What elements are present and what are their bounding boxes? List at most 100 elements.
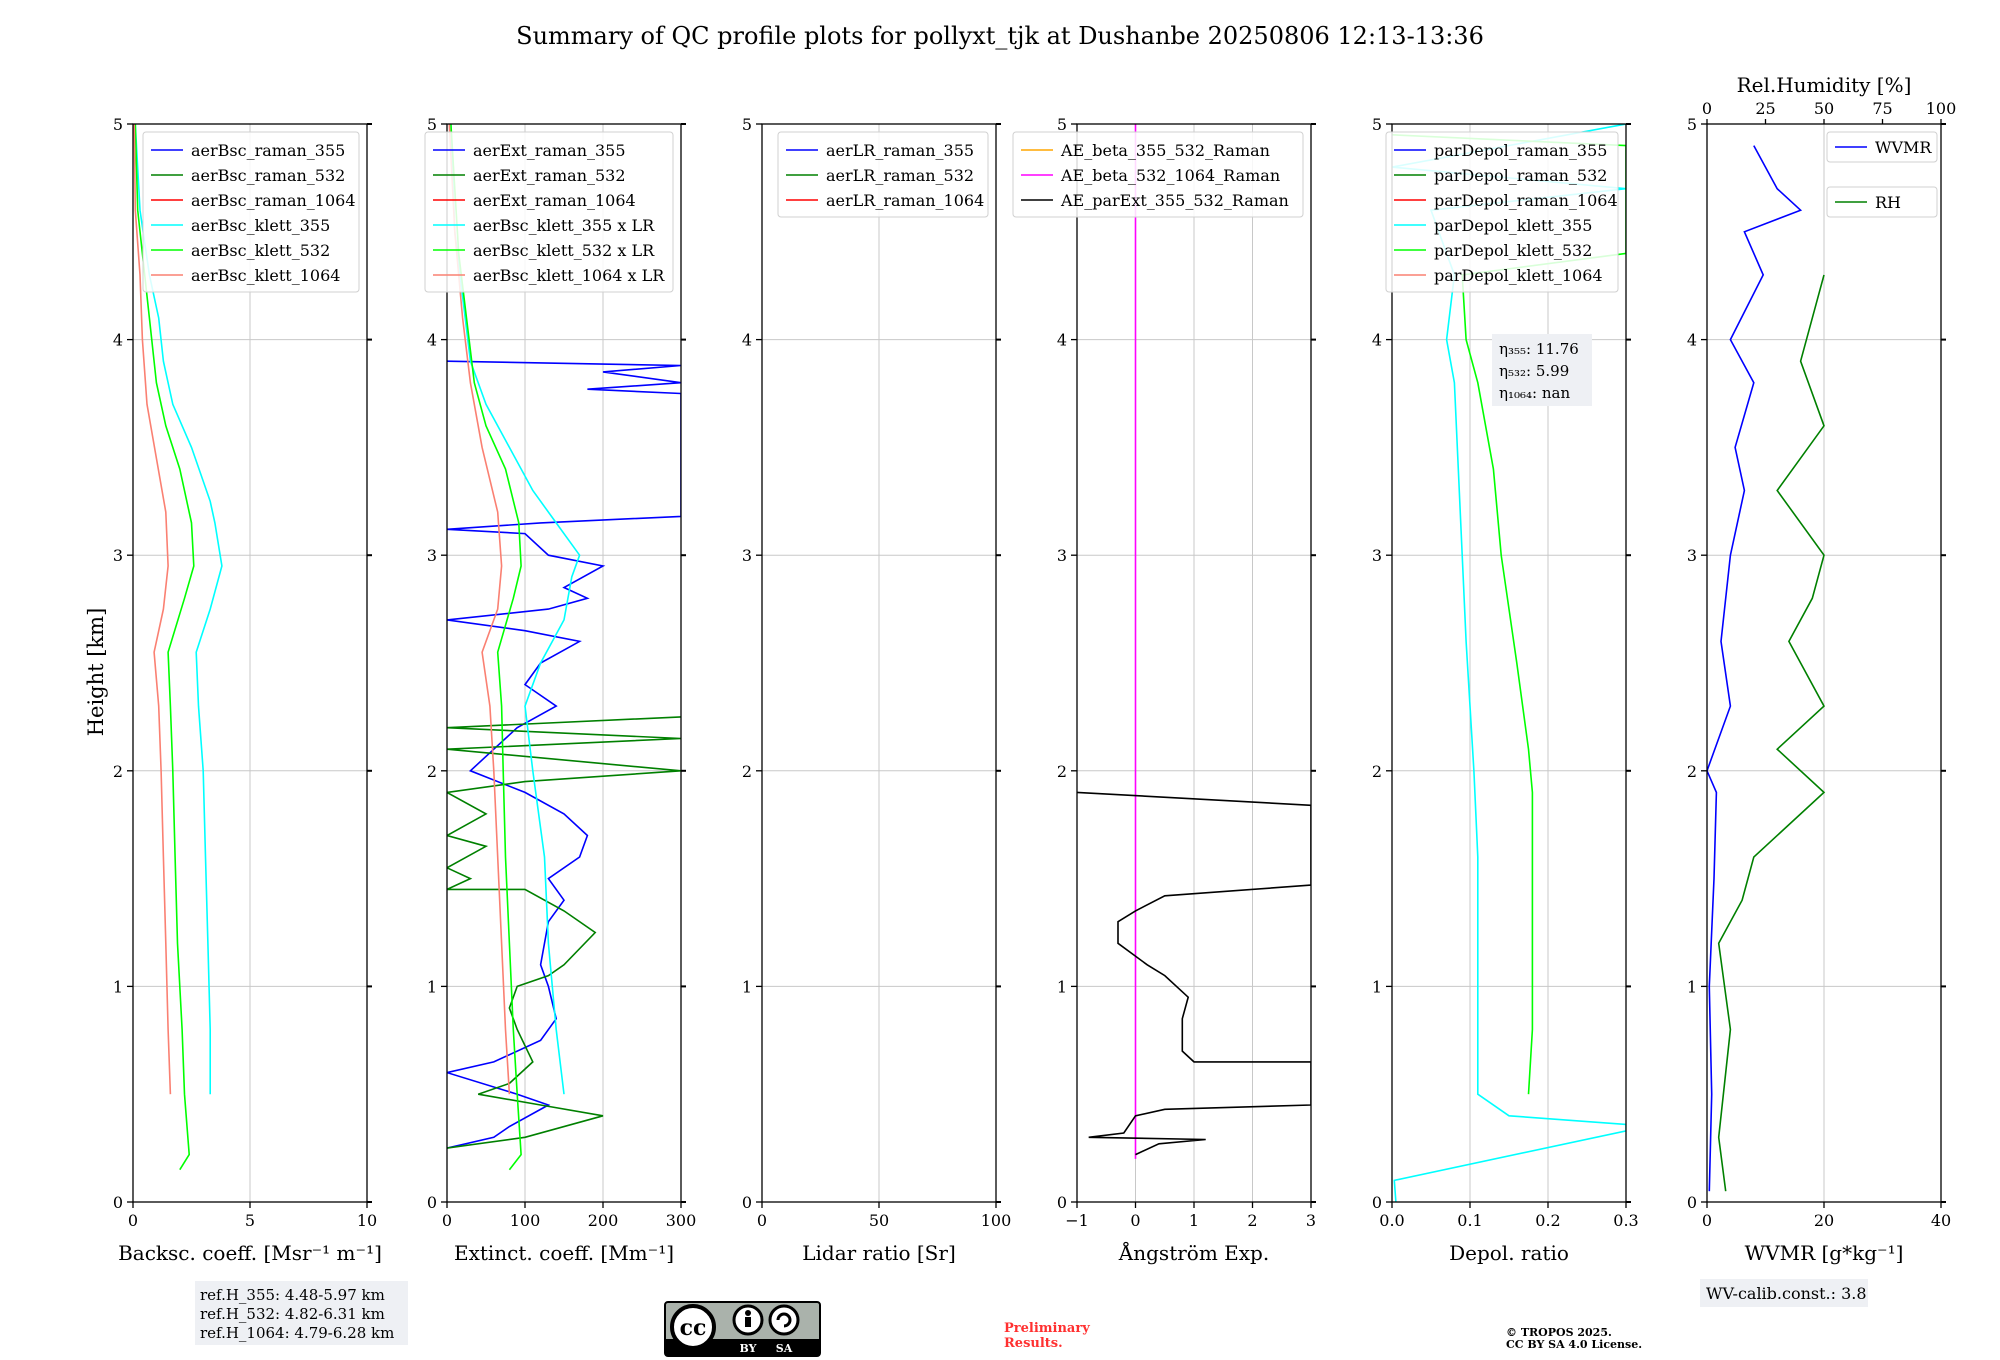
- y-tick-label: 2: [113, 762, 123, 781]
- y-tick-label: 3: [1372, 546, 1382, 565]
- legend-label: AE_beta_355_532_Raman: [1060, 141, 1270, 160]
- y-tick-label: 0: [1057, 1193, 1067, 1212]
- legend-label: aerLR_raman_1064: [826, 191, 984, 210]
- y-tick-label: 1: [1372, 977, 1382, 996]
- x-tick-label: 5: [245, 1211, 255, 1230]
- annotation-line: η₅₃₂: 5.99: [1499, 362, 1569, 380]
- legend-label: aerBsc_klett_1064: [191, 266, 340, 285]
- y-tick-label: 4: [1372, 331, 1382, 350]
- ref-height-line: ref.H_1064: 4.79-6.28 km: [200, 1324, 394, 1342]
- y-tick-label: 4: [113, 331, 123, 350]
- x-axis-label: Lidar ratio [Sr]: [802, 1241, 956, 1265]
- legend-box: [424, 131, 674, 293]
- x-tick-label: 0: [757, 1211, 767, 1230]
- x-tick-label: 100: [981, 1211, 1012, 1230]
- y-tick-label: 0: [742, 1193, 752, 1212]
- annotation-line: η₁₀₆₄: nan: [1499, 384, 1570, 402]
- x-tick-label: 0.3: [1613, 1211, 1638, 1230]
- chart-panel: 0 50 100 0 1 2 3 4 5 Lidar ratio [Sr] aerLR_raman_…: [742, 115, 1011, 1265]
- x-axis-label: Extinct. coeff. [Mm⁻¹]: [454, 1241, 674, 1265]
- series-line: [133, 124, 172, 1095]
- x-tick-label: 1: [1189, 1211, 1199, 1230]
- y-tick-label: 0: [1687, 1193, 1697, 1212]
- legend-label: aerLR_raman_532: [826, 166, 974, 185]
- legend: aerBsc_raman_355 aerBsc_raman_532 aerBsc_r…: [142, 131, 360, 293]
- y-tick-label: 2: [1057, 762, 1067, 781]
- cc-license-badge: cc BY SA: [664, 1301, 821, 1357]
- wv-calib-text: WV-calib.const.: 3.8: [1706, 1284, 1867, 1303]
- y-tick-label: 1: [1687, 977, 1697, 996]
- svg-text:cc: cc: [680, 1315, 707, 1341]
- x-tick-label: −1: [1065, 1211, 1089, 1230]
- annotation-bg: [1492, 334, 1592, 406]
- plot-frame: [761, 123, 997, 1203]
- x2-tick-label: 75: [1872, 99, 1892, 118]
- series-line: [447, 716, 681, 1149]
- x-tick-label: 200: [588, 1211, 619, 1230]
- legend-label: RH: [1875, 193, 1901, 212]
- legend-box: [1385, 131, 1619, 293]
- y-tick-label: 1: [113, 977, 123, 996]
- series-line: [450, 124, 581, 1095]
- x-tick-label: 3: [1306, 1211, 1316, 1230]
- y-tick-label: 0: [1372, 1193, 1382, 1212]
- y-tick-label: 4: [427, 331, 437, 350]
- legend-label: parDepol_klett_355: [1434, 216, 1592, 235]
- series-line: [1707, 145, 1803, 1192]
- y-tick-label: 3: [1687, 546, 1697, 565]
- x-tick-label: 10: [357, 1211, 377, 1230]
- copyright-text: CC BY SA 4.0 License.: [1506, 1338, 1642, 1351]
- y-tick-label: 4: [1687, 331, 1697, 350]
- preliminary-text: Results.: [1004, 1336, 1063, 1351]
- legend-label: aerLR_raman_355: [826, 141, 974, 160]
- legend-label: aerBsc_klett_355: [191, 216, 330, 235]
- x-tick-label: 0.0: [1379, 1211, 1404, 1230]
- copyright-text: © TROPOS 2025.: [1506, 1326, 1612, 1339]
- x-tick-label: 0: [1130, 1211, 1140, 1230]
- share-alike-icon: [768, 1304, 800, 1336]
- ref-heights-box: ref.H_355: 4.48-5.97 km ref.H_532: 4.82-…: [195, 1281, 408, 1345]
- chart-panel: 0 100 200 300 0 1 2 3 4 5 Extinct. coeff. [Mm⁻¹] ae…: [424, 115, 696, 1265]
- legend-label: parDepol_klett_532: [1434, 241, 1592, 260]
- y-tick-label: 2: [1372, 762, 1382, 781]
- y-tick-label: 5: [1372, 115, 1382, 134]
- x-axis-label: Depol. ratio: [1449, 1241, 1569, 1265]
- x-axis-label: WVMR [g*kg⁻¹]: [1745, 1241, 1904, 1265]
- x2-axis-label: Rel.Humidity [%]: [1737, 73, 1912, 97]
- legend-label: aerBsc_klett_532: [191, 241, 330, 260]
- series-group: [1707, 145, 1826, 1192]
- x-tick-label: 40: [1931, 1211, 1951, 1230]
- badge-sa: SA: [776, 1342, 793, 1355]
- legend-label: parDepol_raman_1064: [1434, 191, 1618, 210]
- y-tick-label: 5: [113, 115, 123, 134]
- series-line: [1717, 274, 1826, 1192]
- legend-label: AE_parExt_355_532_Raman: [1060, 191, 1289, 210]
- y-tick-label: 1: [742, 977, 752, 996]
- legend-label: aerBsc_klett_1064 x LR: [473, 266, 665, 285]
- y-tick-label: 1: [427, 977, 437, 996]
- y-tick-label: 0: [113, 1193, 123, 1212]
- legend-label: aerExt_raman_532: [473, 166, 626, 185]
- x2-tick-label: 25: [1755, 99, 1775, 118]
- legend-label: parDepol_raman_355: [1434, 141, 1607, 160]
- annotation-box: η₃₅₅: 11.76 η₅₃₂: 5.99 η₁₀₆₄: nan: [1492, 334, 1592, 406]
- series-group: [1077, 124, 1311, 1159]
- y-tick-label: 5: [1057, 115, 1067, 134]
- plot-frame: [1076, 123, 1312, 1203]
- legend-label: aerBsc_raman_355: [191, 141, 345, 160]
- x-tick-label: 0: [1702, 1211, 1712, 1230]
- plot-frame: [446, 123, 682, 1203]
- legend-label: aerBsc_raman_1064: [191, 191, 356, 210]
- y-tick-label: 2: [1687, 762, 1697, 781]
- legend-label: aerExt_raman_355: [473, 141, 626, 160]
- plot-frame: [132, 123, 368, 1203]
- chart-panel: 0.0 0.1 0.2 0.3 0 1 2 3 4 5 Depol. ratio parDepol_r…: [1372, 115, 1639, 1265]
- y-tick-label: 2: [427, 762, 437, 781]
- chart-panel: 0 20 40 0 1 2 3 4 5 WVMR [g*kg⁻¹] 0 25 50 75 100 Rel.Hu…: [1687, 73, 1956, 1265]
- x-tick-label: 0.2: [1535, 1211, 1560, 1230]
- series-line: [448, 124, 511, 1095]
- x-tick-label: 2: [1247, 1211, 1257, 1230]
